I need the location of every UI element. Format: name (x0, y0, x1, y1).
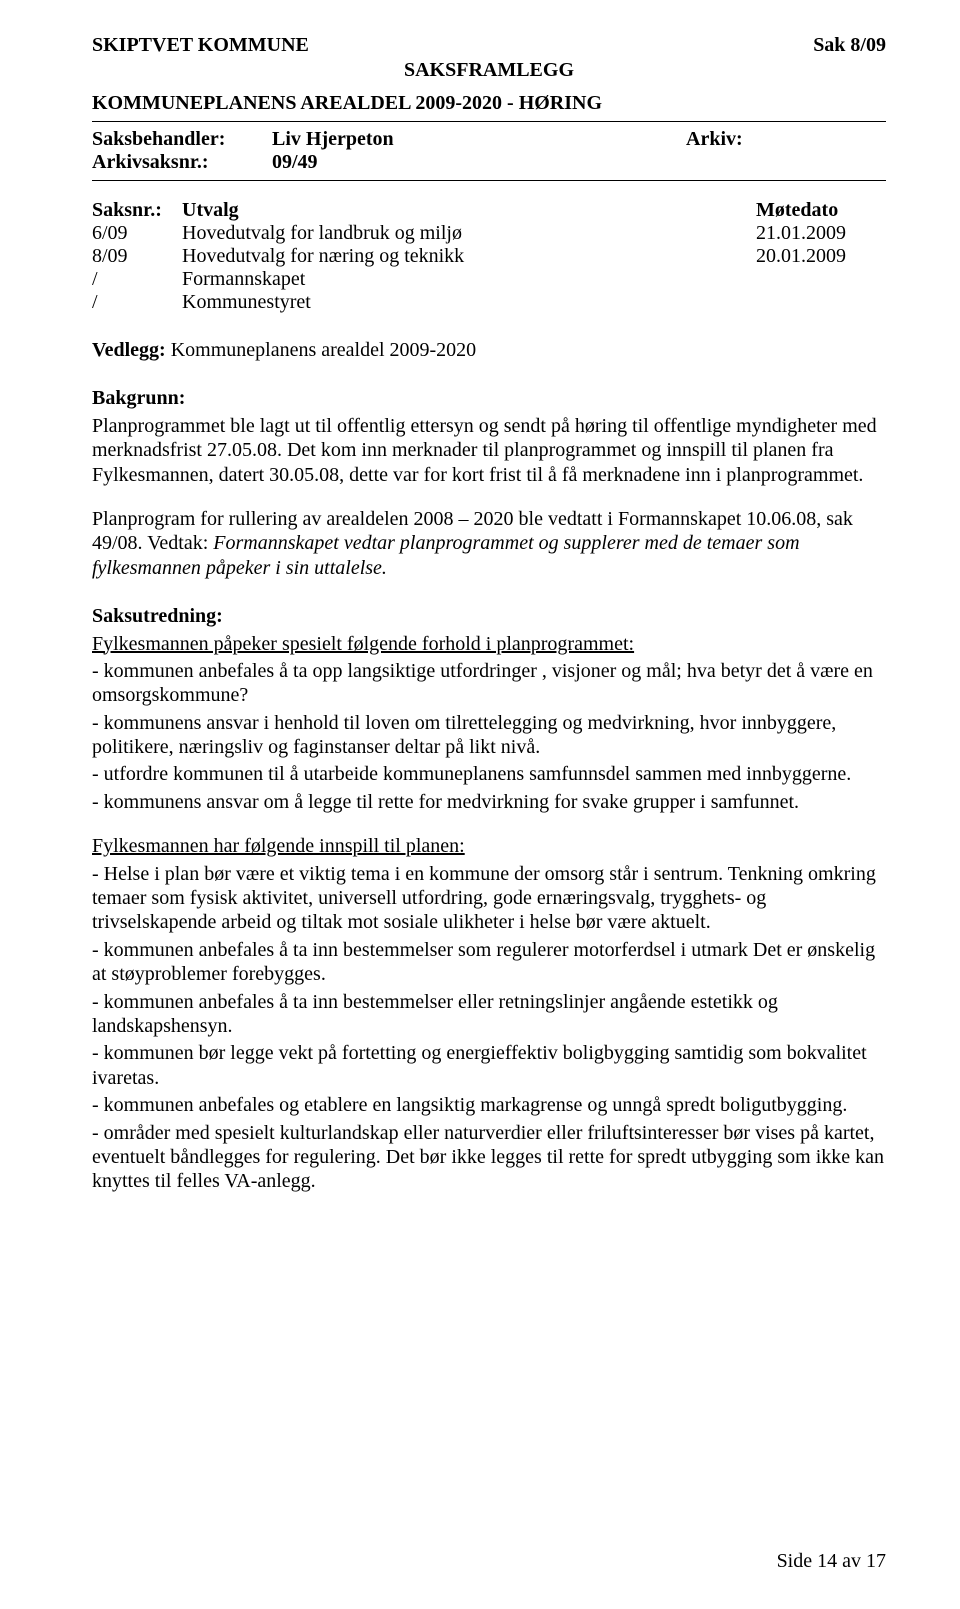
list-item: - Helse i plan bør være et viktig tema i… (92, 862, 886, 935)
sak-number: Sak 8/09 (813, 34, 886, 57)
table-header: Saksnr.: Utvalg Møtedato (92, 199, 886, 222)
list-item: - kommunen anbefales å ta inn bestemmels… (92, 990, 886, 1039)
saksutredning-sub2: Fylkesmannen har følgende innspill til p… (92, 835, 465, 857)
divider (92, 121, 886, 122)
vedlegg-section: Vedlegg: Kommuneplanens arealdel 2009-20… (92, 338, 886, 362)
list-item: - kommunen anbefales og etablere en lang… (92, 1093, 886, 1117)
arkivsaksnr-value: 09/49 (272, 151, 318, 174)
cell-saksnr: 8/09 (92, 245, 182, 268)
saksutredning-heading: Saksutredning: (92, 604, 886, 628)
bakgrunn-p1: Planprogrammet ble lagt ut til offentlig… (92, 414, 886, 487)
list-item: - kommunen bør legge vekt på fortetting … (92, 1041, 886, 1090)
th-saksnr: Saksnr.: (92, 199, 182, 222)
cell-saksnr: 6/09 (92, 222, 182, 245)
cell-date: 21.01.2009 (756, 222, 886, 245)
saksframlegg-title: SAKSFRAMLEGG (92, 59, 886, 82)
cell-saksnr: / (92, 268, 182, 291)
page-footer: Side 14 av 17 (777, 1550, 886, 1573)
list-item: - kommunens ansvar i henhold til loven o… (92, 711, 886, 760)
vedlegg-label: Vedlegg: (92, 339, 166, 361)
arkiv-label: Arkiv: (686, 128, 886, 151)
document-title: KOMMUNEPLANENS AREALDEL 2009-2020 - HØRI… (92, 92, 886, 115)
table-row: 8/09 Hovedutvalg for næring og teknikk 2… (92, 245, 886, 268)
list-item: - utfordre kommunen til å utarbeide komm… (92, 762, 886, 786)
bakgrunn-heading: Bakgrunn: (92, 386, 886, 410)
cases-table: Saksnr.: Utvalg Møtedato 6/09 Hovedutval… (92, 199, 886, 314)
table-row: / Kommunestyret (92, 291, 886, 314)
list-item: - kommunen anbefales å ta opp langsiktig… (92, 659, 886, 708)
cell-date (756, 268, 886, 291)
cell-utvalg: Hovedutvalg for næring og teknikk (182, 245, 756, 268)
saksbehandler-label: Saksbehandler: (92, 128, 272, 151)
table-row: / Formannskapet (92, 268, 886, 291)
cell-saksnr: / (92, 291, 182, 314)
vedlegg-value: Kommuneplanens arealdel 2009-2020 (166, 339, 476, 361)
cell-date: 20.01.2009 (756, 245, 886, 268)
cell-date (756, 291, 886, 314)
list-item: - kommunens ansvar om å legge til rette … (92, 790, 886, 814)
list-item: - kommunen anbefales å ta inn bestemmels… (92, 938, 886, 987)
cell-utvalg: Kommunestyret (182, 291, 756, 314)
bakgrunn-p2: Planprogram for rullering av arealdelen … (92, 507, 886, 580)
divider (92, 180, 886, 181)
cell-utvalg: Hovedutvalg for landbruk og miljø (182, 222, 756, 245)
saksutredning-sub1: Fylkesmannen påpeker spesielt følgende f… (92, 633, 634, 655)
saksbehandler-value: Liv Hjerpeton (272, 128, 686, 151)
arkivsaksnr-label: Arkivsaksnr.: (92, 151, 272, 174)
table-row: 6/09 Hovedutvalg for landbruk og miljø 2… (92, 222, 886, 245)
org-name: SKIPTVET KOMMUNE (92, 34, 813, 57)
saksutredning-section: Saksutredning: Fylkesmannen påpeker spes… (92, 604, 886, 1194)
th-motedato: Møtedato (756, 199, 886, 222)
th-utvalg: Utvalg (182, 199, 756, 222)
bakgrunn-section: Bakgrunn: Planprogrammet ble lagt ut til… (92, 386, 886, 580)
list-item: - områder med spesielt kulturlandskap el… (92, 1121, 886, 1194)
cell-utvalg: Formannskapet (182, 268, 756, 291)
